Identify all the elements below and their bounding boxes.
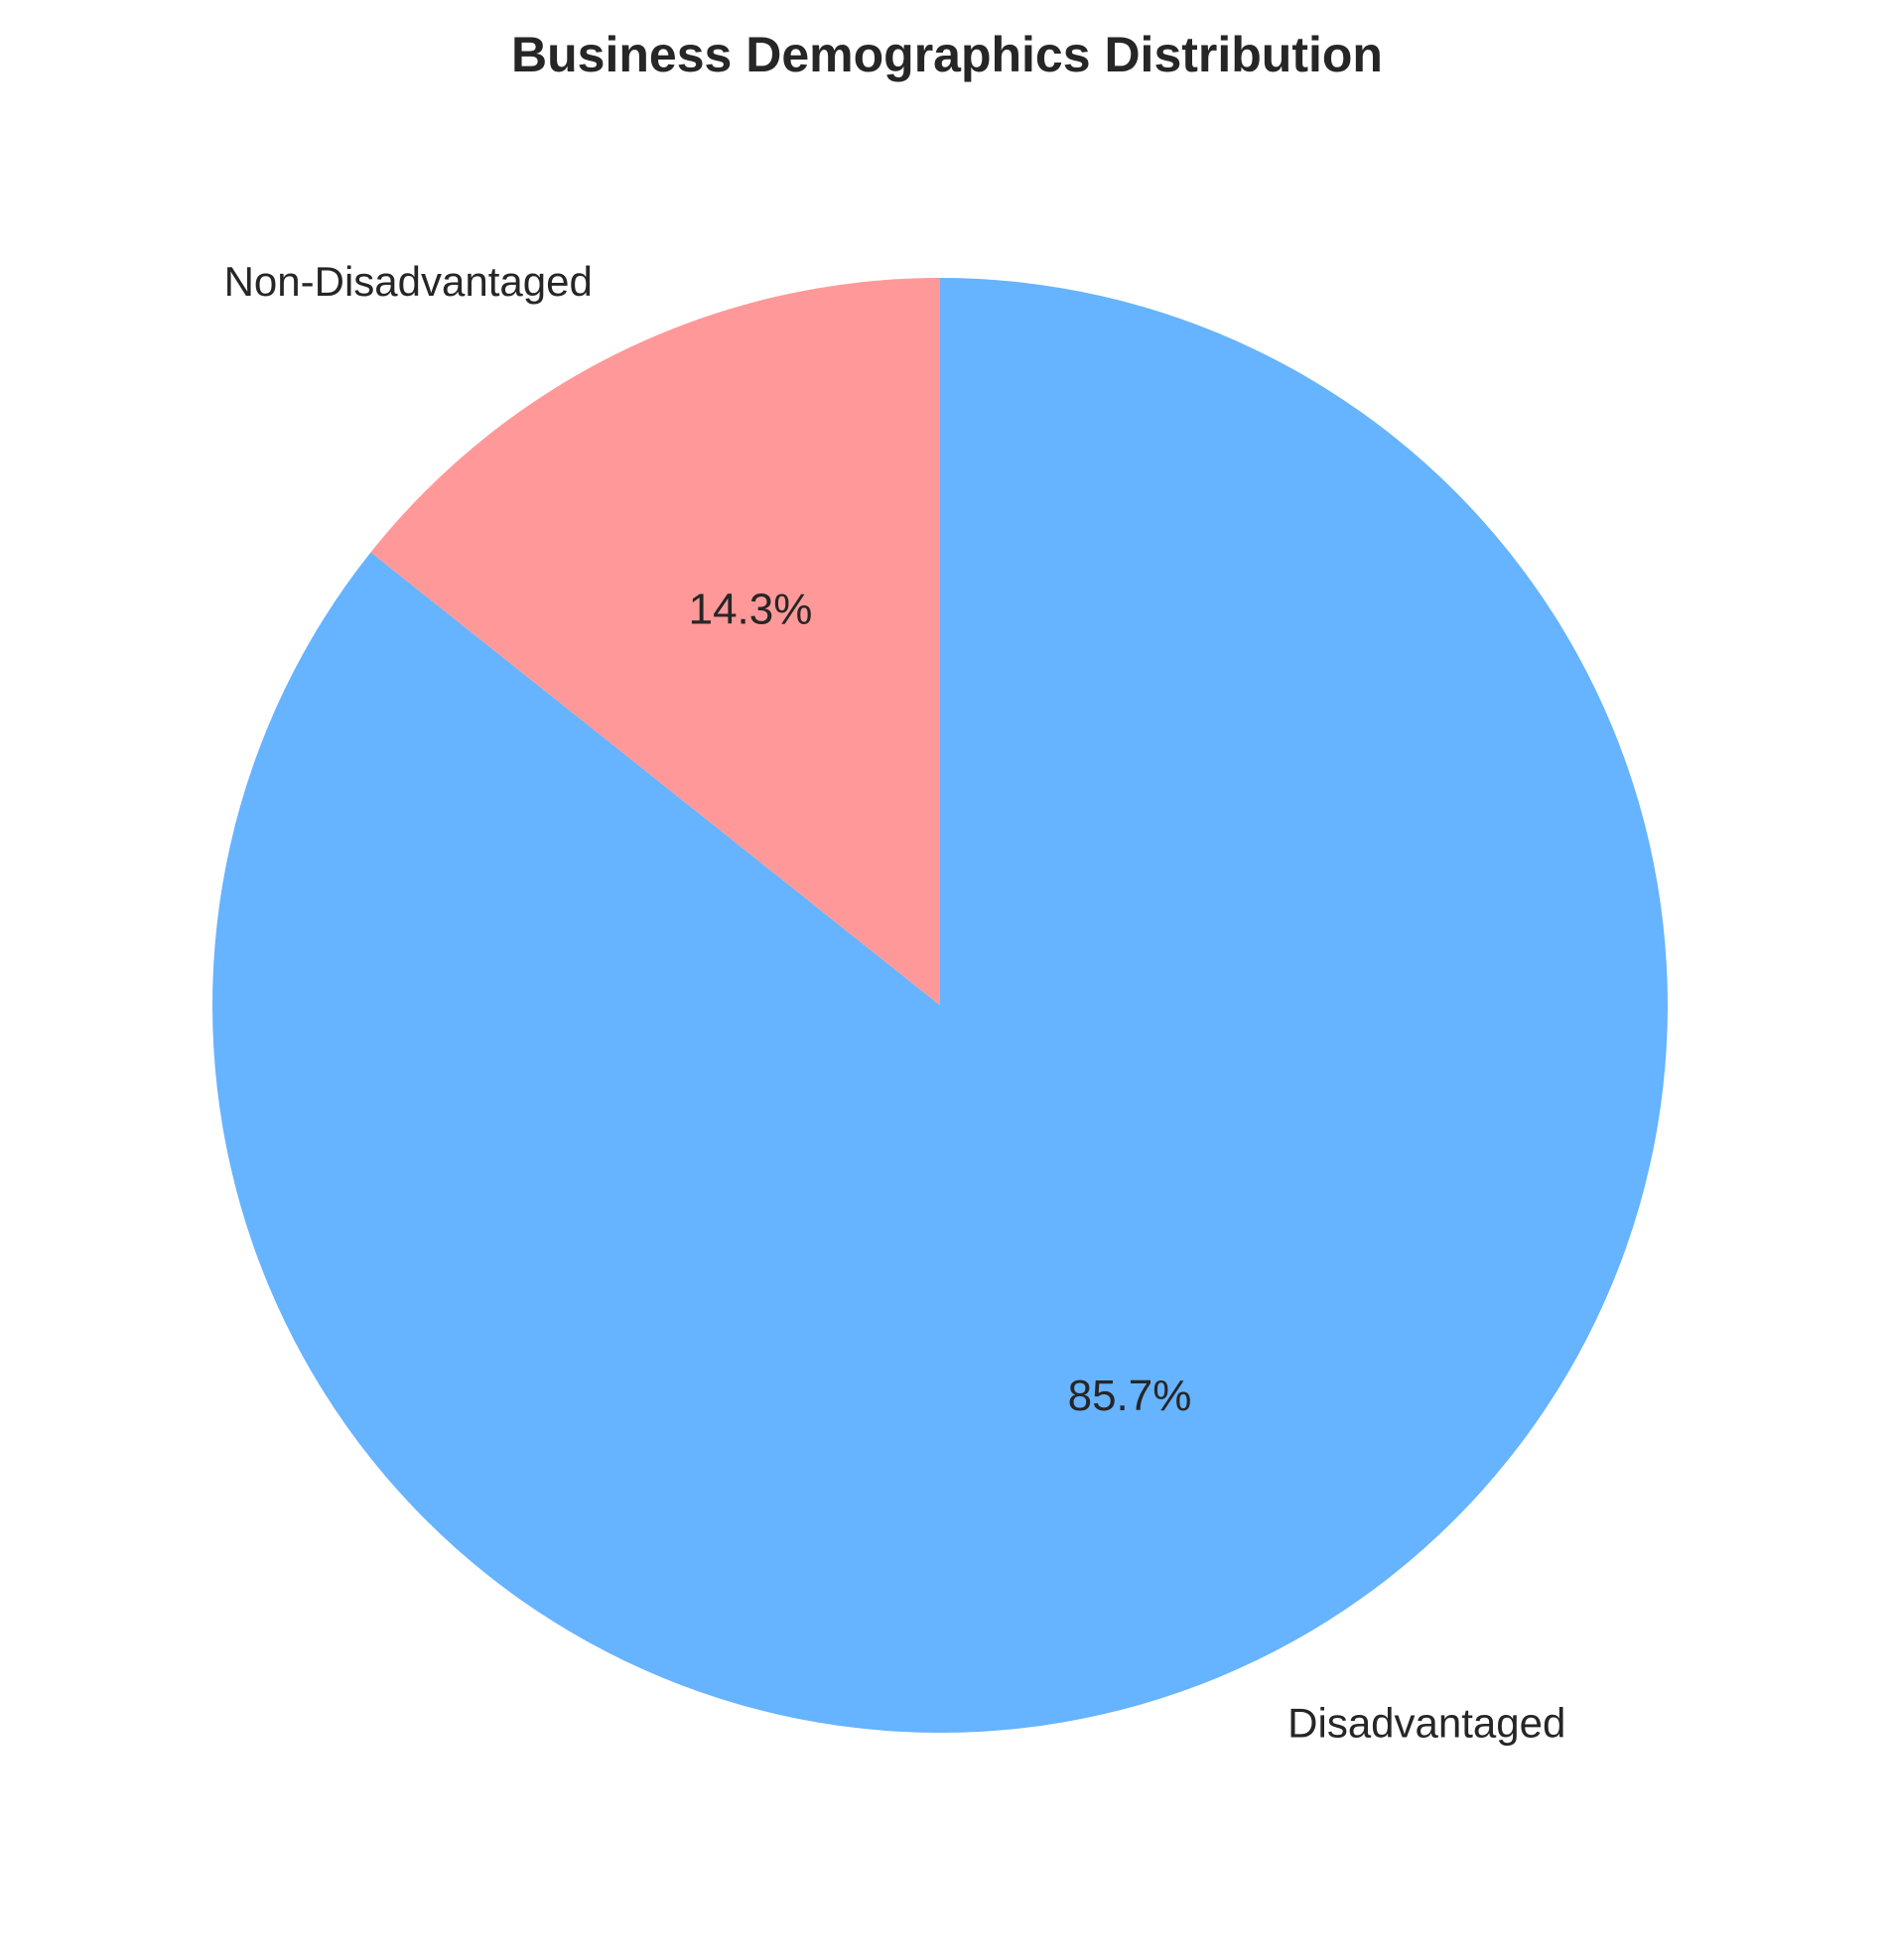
pie-slice-disadvantaged xyxy=(212,278,1668,1733)
pie-slice-non-disadvantaged xyxy=(370,278,940,1005)
slice-label-disadvantaged: Disadvantaged xyxy=(1287,1699,1565,1746)
pie-slices xyxy=(212,278,1668,1733)
slice-percent-disadvantaged: 85.7% xyxy=(1068,1372,1192,1420)
pie-labels: Disadvantaged 85.7% Non-Disadvantaged 14.3% xyxy=(224,258,1566,1747)
slice-label-non-disadvantaged: Non-Disadvantaged xyxy=(224,258,593,305)
chart-title: Business Demographics Distribution xyxy=(511,27,1383,82)
slice-percent-non-disadvantaged: 14.3% xyxy=(689,585,813,633)
